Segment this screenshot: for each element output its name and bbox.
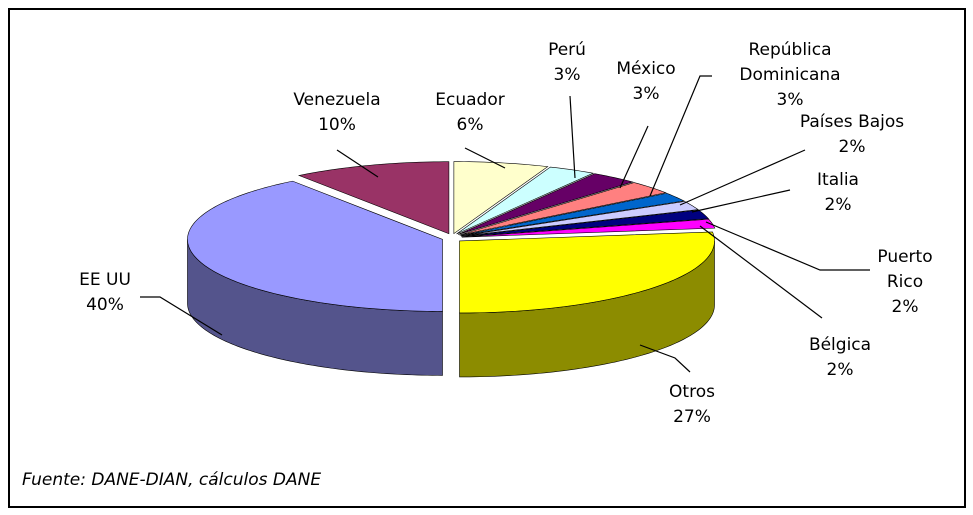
slice-label: Puerto Rico 2% bbox=[871, 245, 939, 320]
leader-line bbox=[639, 344, 691, 373]
value-label: 27% bbox=[673, 407, 711, 427]
leader-line bbox=[619, 125, 649, 189]
source-note: Fuente: DANE-DIAN, cálculos DANE bbox=[22, 470, 322, 490]
value-label: 2% bbox=[826, 360, 854, 380]
value-label: 3% bbox=[776, 90, 804, 110]
slice-label: Otros 27% bbox=[669, 380, 715, 430]
slice-label: Ecuador 6% bbox=[435, 88, 504, 138]
category-label: República Dominicana bbox=[739, 40, 841, 85]
value-label: 10% bbox=[318, 115, 356, 135]
slice-label: México 3% bbox=[616, 57, 675, 107]
value-label: 3% bbox=[553, 65, 581, 85]
slice bbox=[460, 192, 685, 236]
slice-label: EE UU 40% bbox=[79, 268, 131, 318]
leader-line bbox=[140, 296, 223, 336]
category-label: México bbox=[616, 59, 676, 79]
value-label: 3% bbox=[632, 84, 660, 104]
value-label: 40% bbox=[86, 295, 124, 315]
slice bbox=[458, 173, 634, 235]
value-label: 2% bbox=[891, 297, 919, 317]
leader-line bbox=[699, 225, 823, 319]
category-label: Países Bajos bbox=[799, 112, 905, 132]
category-label: Otros bbox=[669, 382, 715, 402]
value-label: 2% bbox=[824, 195, 852, 215]
chart-frame bbox=[8, 8, 966, 508]
slice-label: Venezuela 10% bbox=[293, 88, 380, 138]
leader-line bbox=[464, 147, 506, 169]
slice-label: Perú 3% bbox=[548, 38, 586, 88]
leader-line bbox=[336, 149, 379, 178]
value-label: 6% bbox=[456, 115, 484, 135]
value-label: 2% bbox=[838, 137, 866, 157]
slice bbox=[456, 166, 595, 235]
slice bbox=[459, 182, 667, 236]
leader-line bbox=[705, 221, 870, 271]
leader-line bbox=[691, 189, 791, 213]
category-label: Bélgica bbox=[808, 335, 872, 355]
category-label: EE UU bbox=[79, 270, 131, 290]
leader-line bbox=[679, 149, 806, 206]
slice-label: Países Bajos 2% bbox=[800, 110, 904, 160]
category-label: Ecuador bbox=[435, 90, 505, 110]
category-label: Italia bbox=[817, 170, 859, 190]
slice bbox=[297, 161, 450, 235]
slice bbox=[187, 180, 443, 312]
slice-label: República Dominicana 3% bbox=[725, 38, 855, 113]
leader-line bbox=[569, 95, 576, 179]
category-label: Perú bbox=[548, 40, 586, 60]
slice bbox=[461, 218, 716, 238]
slice-label: Italia 2% bbox=[817, 168, 859, 218]
leader-line bbox=[649, 75, 712, 197]
category-label: Puerto Rico bbox=[877, 247, 933, 292]
category-label: Venezuela bbox=[293, 90, 381, 110]
slice-label: Bélgica 2% bbox=[809, 333, 871, 383]
slice bbox=[459, 231, 715, 314]
slice bbox=[453, 161, 549, 235]
